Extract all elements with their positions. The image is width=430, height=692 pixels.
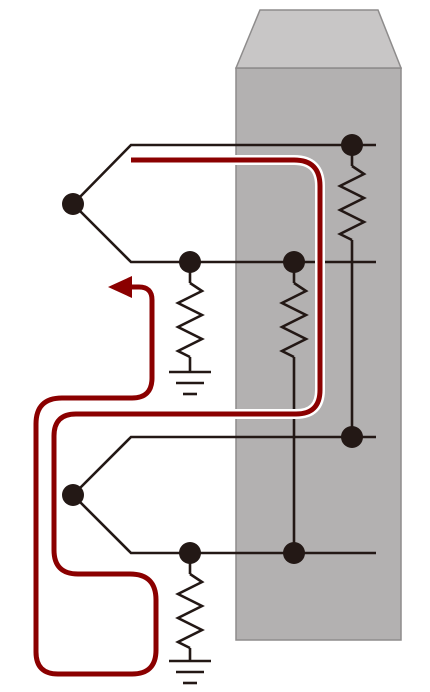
lower-ground-resistor-icon bbox=[175, 572, 205, 650]
lower-thermocouple-hot-junction bbox=[62, 484, 84, 506]
upper-thermocouple-hot-junction bbox=[62, 193, 84, 215]
junction-node-lower-middle bbox=[283, 542, 305, 564]
upper-ground-icon bbox=[169, 370, 211, 396]
junction-node-lower-ground bbox=[179, 542, 201, 564]
connector-block bbox=[234, 9, 403, 641]
junction-node-upper-ground bbox=[179, 251, 201, 273]
upper-ground-resistor-icon bbox=[175, 281, 205, 359]
current-path bbox=[31, 155, 325, 679]
upper-thermocouple-top-wire bbox=[72, 143, 376, 205]
middle-bus-resistor-icon bbox=[279, 281, 309, 359]
connector-block-top bbox=[234, 9, 403, 69]
upper-ground-branch bbox=[169, 262, 211, 396]
lower-ground-branch bbox=[169, 553, 211, 685]
right-bus-resistor-icon bbox=[337, 164, 367, 242]
current-direction-arrow-head-icon bbox=[108, 276, 132, 298]
current-path-line bbox=[33, 157, 323, 677]
junction-nodes bbox=[62, 134, 363, 564]
junction-node-lower-right bbox=[341, 426, 363, 448]
lower-ground-icon bbox=[169, 659, 211, 685]
junction-node-top-right bbox=[341, 134, 363, 156]
junction-node-upper-middle bbox=[283, 251, 305, 273]
